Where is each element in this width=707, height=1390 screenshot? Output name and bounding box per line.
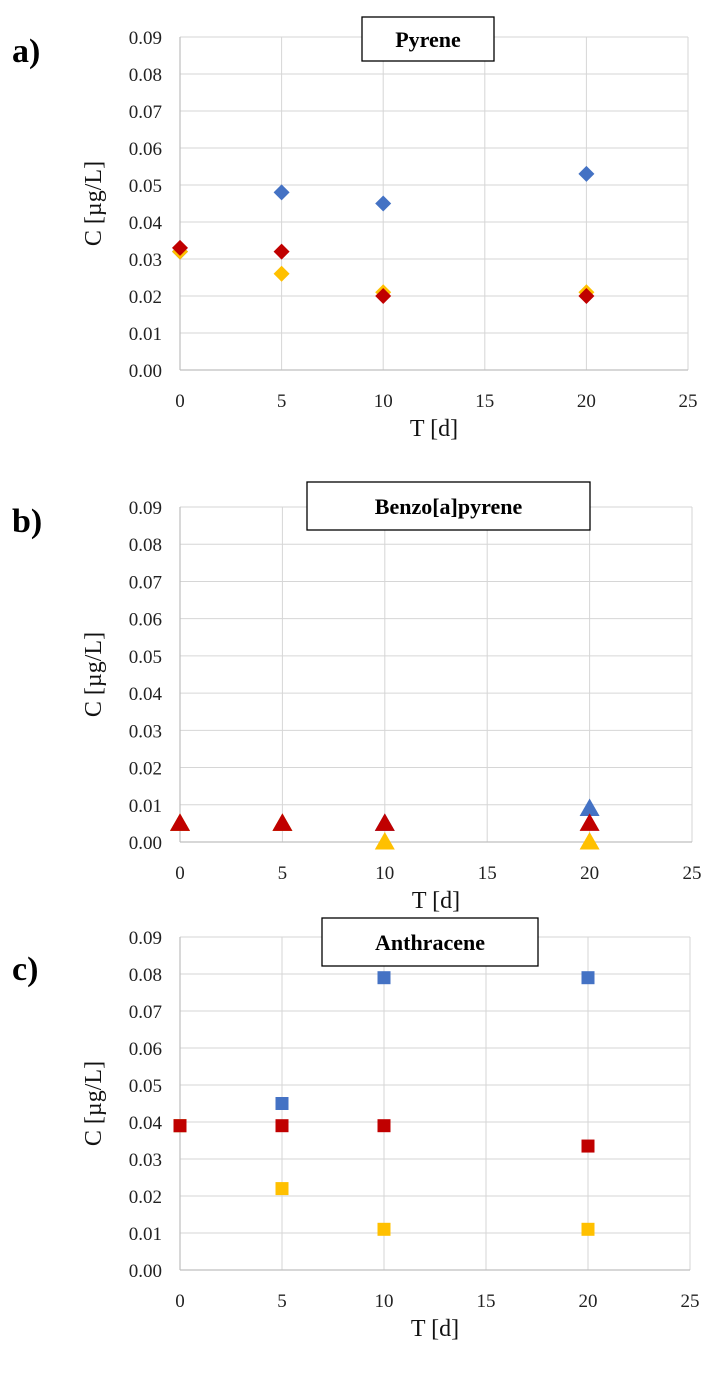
data-point [273,243,290,260]
y-tick-label: 0.08 [129,65,162,86]
y-tick-label: 0.01 [129,324,162,345]
data-point [581,1222,595,1236]
data-point [170,813,190,831]
data-point [374,813,395,831]
data-point [272,813,293,831]
x-axis-title: T [d] [410,416,458,442]
y-tick-label: 0.06 [129,610,162,631]
panel-label: c) [12,951,38,988]
y-tick-label: 0.03 [129,250,162,271]
y-tick-label: 0.01 [129,796,162,817]
y-tick-label: 0.00 [129,1261,162,1282]
x-tick-label: 5 [278,863,288,884]
x-tick-label: 0 [175,391,185,412]
chart-title: Pyrene [395,27,461,52]
data-point [173,1119,187,1133]
y-tick-label: 0.00 [129,361,162,382]
data-point [375,195,392,212]
data-point [273,184,290,201]
panel-label: a) [12,33,40,70]
y-tick-label: 0.06 [129,139,162,160]
y-axis-title: C [µg/L] [81,1061,107,1146]
data-point [377,971,391,985]
x-axis-title: T [d] [412,888,460,914]
x-tick-label: 0 [175,1291,185,1312]
x-tick-label: 15 [477,1291,496,1312]
y-tick-label: 0.08 [129,535,162,556]
x-tick-label: 25 [681,1291,700,1312]
data-point [172,239,188,256]
x-tick-label: 20 [577,391,596,412]
chart-title-box [306,481,591,531]
y-tick-label: 0.07 [129,1002,162,1023]
chart-title-box [321,917,539,967]
x-tick-label: 20 [580,863,599,884]
y-tick-label: 0.04 [129,213,163,234]
y-tick-label: 0.02 [129,759,162,780]
y-tick-label: 0.01 [129,1224,162,1245]
x-tick-label: 15 [478,863,497,884]
data-point [275,1119,289,1133]
x-tick-label: 15 [475,391,494,412]
x-tick-label: 5 [277,391,287,412]
chart-panel-1: 0.00 0.01 0.02 0.03 0.04 0.05 0.06 0.07 0.08 0.09… [12,16,698,442]
data-point [579,798,600,816]
data-point [377,1222,391,1236]
chart-title: Benzo[a]pyrene [375,494,523,519]
y-tick-label: 0.05 [129,176,162,197]
y-tick-label: 0.07 [129,102,162,123]
data-point [578,165,595,182]
chart-panel-2: 0.00 0.01 0.02 0.03 0.04 0.05 0.06 0.07 0.08 0.09… [12,481,702,914]
y-tick-label: 0.04 [129,1113,163,1134]
y-tick-label: 0.03 [129,1150,162,1171]
x-tick-label: 0 [175,863,185,884]
series-3 [172,239,595,304]
data-point [581,971,595,985]
panel-label: b) [12,503,42,540]
y-tick-label: 0.03 [129,721,162,742]
y-tick-label: 0.06 [129,1039,162,1060]
y-tick-label: 0.07 [129,572,162,593]
y-tick-label: 0.02 [129,1187,162,1208]
chart-panel-3: 0.00 0.01 0.02 0.03 0.04 0.05 0.06 0.07 0.08 0.09… [12,917,700,1342]
x-tick-label: 10 [375,1291,394,1312]
y-tick-label: 0.09 [129,928,162,949]
chart-title: Anthracene [375,930,485,955]
y-tick-label: 0.02 [129,287,162,308]
data-point [579,813,600,831]
y-tick-label: 0.00 [129,833,162,854]
y-tick-label: 0.04 [129,684,163,705]
y-tick-label: 0.09 [129,28,162,49]
chart-title-box [361,16,495,62]
data-point [578,288,595,304]
y-tick-label: 0.09 [129,498,162,519]
y-tick-label: 0.05 [129,1076,162,1097]
y-tick-label: 0.05 [129,647,162,668]
data-point [579,832,600,850]
x-tick-label: 10 [375,863,394,884]
y-axis-title: C [µg/L] [81,161,107,246]
x-tick-label: 5 [277,1291,287,1312]
x-tick-label: 25 [683,863,702,884]
x-tick-label: 10 [374,391,393,412]
x-tick-label: 20 [579,1291,598,1312]
y-axis-title: C [µg/L] [81,632,107,717]
series-3 [170,813,600,831]
data-point [375,288,392,304]
data-point [273,265,290,282]
x-tick-label: 25 [679,391,698,412]
data-point [581,1139,595,1153]
series-3 [173,1119,595,1153]
data-point [374,832,395,850]
data-point [275,1097,289,1110]
data-point [377,1119,391,1133]
y-tick-label: 0.08 [129,965,162,986]
data-point [275,1182,289,1196]
x-axis-title: T [d] [411,1316,459,1342]
